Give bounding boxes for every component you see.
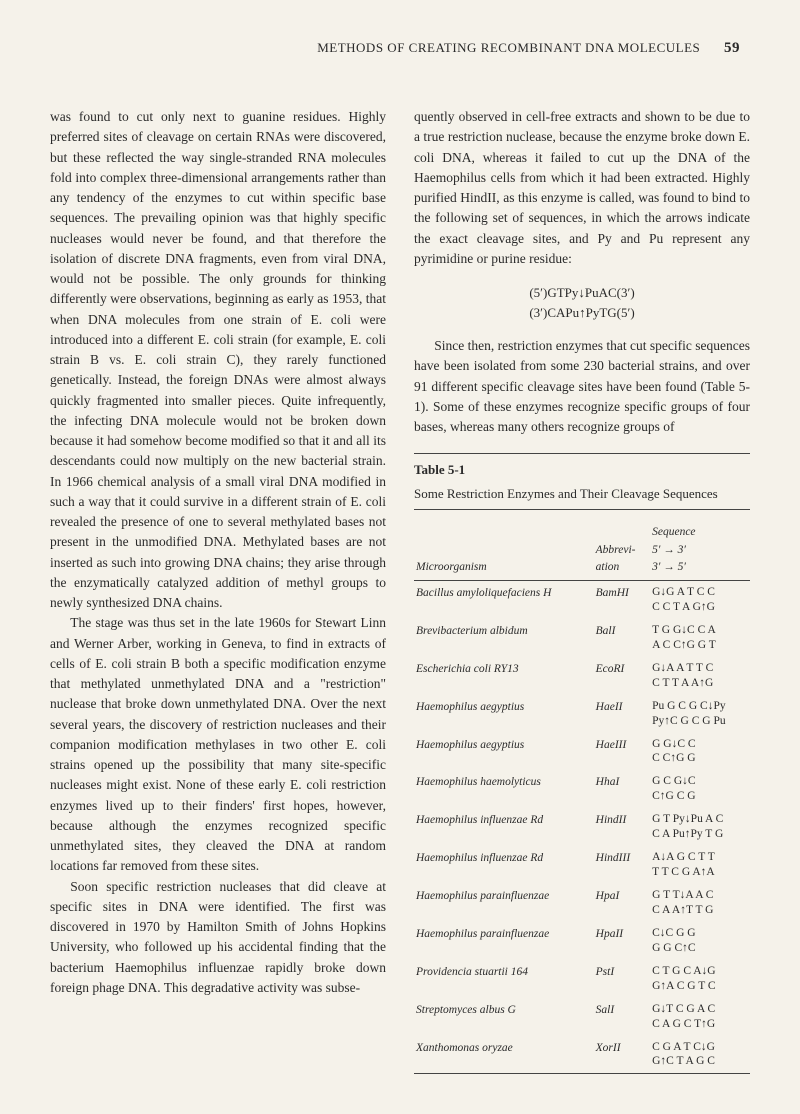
cell-organism: Brevibacterium albidum [414, 619, 594, 657]
cell-abbrev: HindII [594, 808, 650, 846]
cell-organism: Haemophilus influenzae Rd [414, 846, 594, 884]
cell-abbrev: BamHI [594, 581, 650, 619]
table-label: Table 5-1 [414, 453, 750, 480]
right-column: quently observed in cell-free extracts a… [414, 107, 750, 1074]
table-row: Brevibacterium albidumBalIT G G↓C C A A … [414, 619, 750, 657]
cell-sequence: Pu G C G C↓Py Py↑C G C G Pu [650, 695, 750, 733]
table-row: Providencia stuartii 164PstIC T G C A↓G … [414, 960, 750, 998]
table-row: Haemophilus haemolyticusHhaIG C G↓C C↑G … [414, 770, 750, 808]
formula-line1: (5′)GTPy↓PuAC(3′) [414, 283, 750, 303]
table-caption: Some Restriction Enzymes and Their Cleav… [414, 484, 750, 511]
cell-sequence: G C G↓C C↑G C G [650, 770, 750, 808]
left-p2: The stage was thus set in the late 1960s… [50, 613, 386, 876]
cell-abbrev: EcoRI [594, 657, 650, 695]
cell-sequence: G↓T C G A C C A G C T↑G [650, 998, 750, 1036]
cell-organism: Xanthomonas oryzae [414, 1036, 594, 1074]
cell-abbrev: PstI [594, 960, 650, 998]
table-row: Xanthomonas oryzaeXorIIC G A T C↓G G↑C T… [414, 1036, 750, 1074]
formula-block: (5′)GTPy↓PuAC(3′) (3′)CAPu↑PyTG(5′) [414, 283, 750, 322]
cell-sequence: C T G C A↓G G↑A C G T C [650, 960, 750, 998]
cell-abbrev: HindIII [594, 846, 650, 884]
cell-organism: Haemophilus aegyptius [414, 695, 594, 733]
cell-abbrev: HpaI [594, 884, 650, 922]
table-row: Haemophilus aegyptiusHaeIIIG G↓C C C C↑G… [414, 733, 750, 771]
table-row: Bacillus amyloliquefaciens HBamHIG↓G A T… [414, 581, 750, 619]
cell-abbrev: HaeIII [594, 733, 650, 771]
col-header-abbrev: Abbrevi- ation [594, 520, 650, 580]
cell-sequence: T G G↓C C A A C C↑G G T [650, 619, 750, 657]
cell-abbrev: XorII [594, 1036, 650, 1074]
table-row: Haemophilus aegyptiusHaeIIPu G C G C↓Py … [414, 695, 750, 733]
cell-organism: Haemophilus parainfluenzae [414, 884, 594, 922]
col-header-organism: Microorganism [414, 520, 594, 580]
table-row: Haemophilus influenzae RdHindIIIA↓A G C … [414, 846, 750, 884]
left-p1: was found to cut only next to guanine re… [50, 107, 386, 613]
cell-sequence: A↓A G C T T T T C G A↑A [650, 846, 750, 884]
page: METHODS OF CREATING RECOMBINANT DNA MOLE… [0, 0, 800, 1114]
header-page-number: 59 [724, 40, 740, 56]
table-body: Bacillus amyloliquefaciens HBamHIG↓G A T… [414, 581, 750, 1074]
cell-abbrev: HaeII [594, 695, 650, 733]
content-columns: was found to cut only next to guanine re… [50, 107, 750, 1074]
enzyme-table: Microorganism Abbrevi- ation Sequence 5′… [414, 520, 750, 1074]
header-title: METHODS OF CREATING RECOMBINANT DNA MOLE… [317, 40, 700, 55]
cell-abbrev: BalI [594, 619, 650, 657]
page-header: METHODS OF CREATING RECOMBINANT DNA MOLE… [50, 40, 750, 57]
cell-organism: Haemophilus influenzae Rd [414, 808, 594, 846]
right-p2: Since then, restriction enzymes that cut… [414, 336, 750, 437]
cell-sequence: G G↓C C C C↑G G [650, 733, 750, 771]
table-header-row: Microorganism Abbrevi- ation Sequence 5′… [414, 520, 750, 580]
formula-line2: (3′)CAPu↑PyTG(5′) [414, 303, 750, 323]
table-row: Escherichia coli RY13EcoRIG↓A A T T C C … [414, 657, 750, 695]
right-p1: quently observed in cell-free extracts a… [414, 107, 750, 269]
cell-sequence: C G A T C↓G G↑C T A G C [650, 1036, 750, 1074]
cell-organism: Haemophilus aegyptius [414, 733, 594, 771]
table-row: Haemophilus influenzae RdHindIIG T Py↓Pu… [414, 808, 750, 846]
cell-abbrev: HhaI [594, 770, 650, 808]
table-row: Streptomyces albus GSalIG↓T C G A C C A … [414, 998, 750, 1036]
cell-sequence: C↓C G G G G C↑C [650, 922, 750, 960]
cell-organism: Providencia stuartii 164 [414, 960, 594, 998]
cell-sequence: G T T↓A A C C A A↑T T G [650, 884, 750, 922]
cell-abbrev: HpaII [594, 922, 650, 960]
cell-organism: Haemophilus haemolyticus [414, 770, 594, 808]
table-row: Haemophilus parainfluenzaeHpaIIC↓C G G G… [414, 922, 750, 960]
cell-organism: Streptomyces albus G [414, 998, 594, 1036]
cell-sequence: G↓G A T C C C C T A G↑G [650, 581, 750, 619]
table-row: Haemophilus parainfluenzaeHpaIG T T↓A A … [414, 884, 750, 922]
cell-organism: Escherichia coli RY13 [414, 657, 594, 695]
left-p3: Soon specific restriction nucleases that… [50, 877, 386, 999]
cell-abbrev: SalI [594, 998, 650, 1036]
left-column: was found to cut only next to guanine re… [50, 107, 386, 1074]
cell-organism: Bacillus amyloliquefaciens H [414, 581, 594, 619]
cell-sequence: G T Py↓Pu A C C A Pu↑Py T G [650, 808, 750, 846]
col-header-sequence: Sequence 5′ → 3′ 3′ → 5′ [650, 520, 750, 580]
cell-sequence: G↓A A T T C C T T A A↑G [650, 657, 750, 695]
cell-organism: Haemophilus parainfluenzae [414, 922, 594, 960]
